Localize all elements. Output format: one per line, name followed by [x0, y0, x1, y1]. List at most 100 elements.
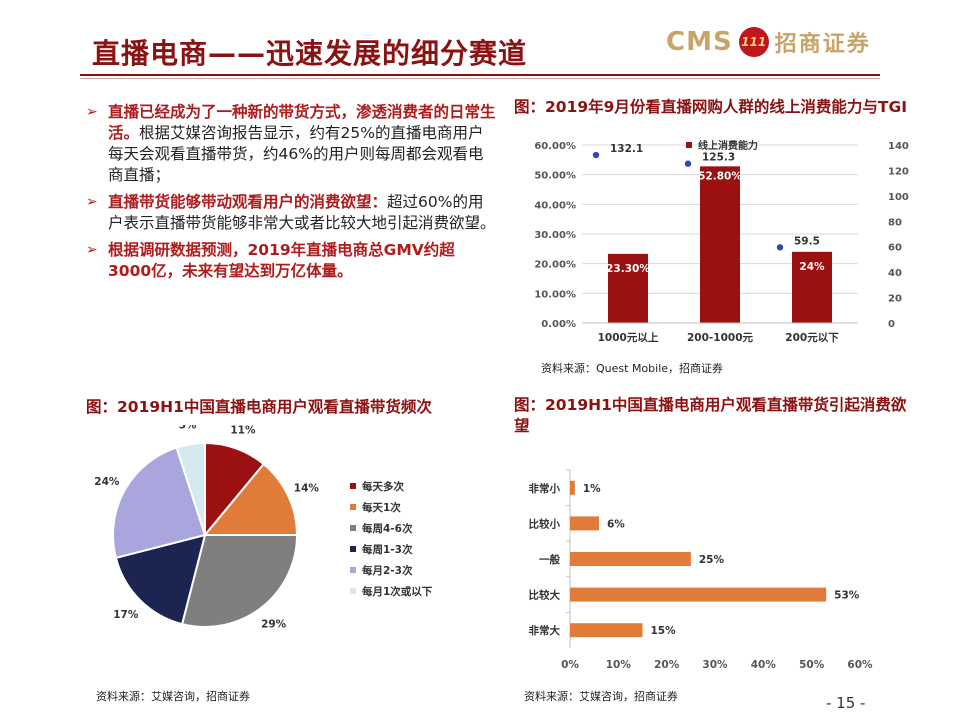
arrow-bullet-icon: ➢ — [86, 194, 98, 210]
legend-label: 每月1次或以下 — [362, 585, 433, 598]
y2-tick-label: 60 — [888, 243, 902, 254]
bar-data-label: 23.30% — [606, 263, 650, 275]
legend-swatch — [686, 142, 692, 148]
y-tick-label: 10.00% — [534, 289, 576, 300]
combo-chart: 0.00% 10.00% 20.00% 30.00% 40.00% 50.00% 60.00… — [534, 139, 909, 344]
legend-label: 每天多次 — [362, 480, 404, 493]
title-divider-thin — [80, 78, 880, 79]
legend-swatch — [350, 546, 356, 552]
legend-swatch — [350, 588, 356, 594]
x-tick-label: 200-1000元 — [687, 332, 753, 344]
bullet-text: 超过60%的用户表示直播带货能够非常大或者比较大地引起消费欲望。 — [108, 193, 496, 232]
pie-slice — [180, 534, 299, 628]
y-tick-label: 20.00% — [534, 260, 576, 271]
x-tick-label: 30% — [702, 659, 728, 671]
page-title: 直播电商——迅速发展的细分赛道 — [92, 37, 528, 70]
y-tick-label: 非常大 — [529, 624, 561, 637]
bar — [570, 516, 599, 531]
bar-data-label: 15% — [651, 625, 677, 637]
hbar-chart: 0% 10% 20% 30% 40% 50% 60% 非常小 1% 比较小 6% 一般 25% 比较大 53… — [529, 469, 873, 671]
bar — [570, 480, 575, 495]
y2-tick-label: 0 — [888, 319, 895, 330]
hbar-chart-title: 图：2019H1中国直播电商用户观看直播带货引起消费欲望 — [514, 396, 907, 435]
page-number: - 15 - — [826, 694, 866, 712]
y-tick-label: 比较大 — [529, 589, 561, 602]
y2-tick-label: 120 — [888, 166, 909, 177]
pie-data-label: 24% — [94, 476, 120, 488]
legend-swatch — [350, 525, 356, 531]
y2-tick-label: 20 — [888, 294, 902, 305]
legend-label: 每周4-6次 — [362, 522, 413, 535]
legend-label: 线上消费能力 — [698, 139, 758, 152]
x-tick-label: 40% — [751, 659, 777, 671]
bullet-list: ➢ 直播已经成为了一种新的带货方式，渗透消费者的日常生活。根据艾媒咨询报告显示，… — [86, 102, 496, 288]
logo-mark-icon: 111 — [738, 27, 769, 57]
pie-slice — [175, 441, 206, 536]
pie-data-label: 11% — [230, 425, 256, 437]
combo-source-note: 资料来源：Quest Mobile，招商证券 — [541, 362, 724, 375]
bullet-highlight: 根据调研数据预测，2019年直播电商总GMV约超3000亿，未来有望达到万亿体量… — [108, 241, 455, 280]
bullet-highlight: 直播已经成为了一种新的带货方式，渗透消费者的日常生活。 — [108, 103, 496, 142]
bullet-text: 根据艾媒咨询报告显示，约有25%的直播电商用户每天会观看直播带货，约46%的用户… — [108, 124, 484, 184]
x-tick-label: 200元以下 — [785, 332, 839, 344]
legend-label: 每周1-3次 — [362, 543, 413, 556]
legend-swatch — [350, 504, 356, 510]
y2-tick-label: 80 — [888, 217, 902, 228]
x-tick-label: 20% — [654, 659, 680, 671]
pie-data-label: 17% — [113, 609, 139, 621]
y-tick-label: 一般 — [539, 553, 560, 566]
bullet-item: ➢ 直播带货能够带动观看用户的消费欲望：超过60%的用户表示直播带货能够非常大或… — [86, 192, 496, 234]
tgi-point — [684, 160, 692, 167]
y-tick-label: 非常小 — [529, 482, 561, 495]
x-tick-label: 50% — [799, 659, 825, 671]
x-tick-label: 1000元以上 — [598, 331, 659, 344]
logo-chinese-text: 招商证券 — [774, 32, 871, 57]
pie-data-label: 5% — [179, 425, 197, 431]
logo-latin-text: CMS — [666, 27, 733, 57]
y-tick-label: 50.00% — [534, 171, 576, 182]
pie-chart: 11% 14% 29% 17% 24% 5% 每天多次每天1次每周4-6次每周1-3次每月2… — [94, 425, 433, 630]
company-logo: CMS 111 招商证券 — [666, 26, 871, 58]
bar — [570, 623, 643, 638]
bullet-item: ➢ 根据调研数据预测，2019年直播电商总GMV约超3000亿，未来有望达到万亿… — [86, 240, 496, 282]
bar-data-label: 6% — [607, 518, 625, 530]
arrow-bullet-icon: ➢ — [86, 104, 98, 120]
bullet-item: ➢ 直播已经成为了一种新的带货方式，渗透消费者的日常生活。根据艾媒咨询报告显示，… — [86, 102, 496, 186]
pie-slice — [202, 462, 299, 536]
y2-tick-label: 140 — [888, 141, 909, 152]
legend-label: 每天1次 — [362, 501, 401, 514]
pie-source-note: 资料来源：艾媒咨询，招商证券 — [96, 690, 250, 703]
title-divider — [80, 74, 880, 76]
x-tick-label: 10% — [606, 659, 632, 671]
tgi-point — [592, 151, 600, 159]
legend-label: 每月2-3次 — [362, 564, 413, 577]
y-tick-label: 0.00% — [541, 319, 576, 330]
bar — [792, 251, 832, 323]
pie-data-label: 14% — [294, 482, 320, 494]
bar — [608, 253, 648, 323]
legend-swatch — [350, 567, 356, 573]
bar-data-label: 52.80% — [698, 170, 742, 182]
y-tick-label: 60.00% — [534, 141, 576, 152]
y2-tick-label: 100 — [888, 192, 909, 203]
tgi-data-label: 132.1 — [610, 143, 643, 155]
legend-swatch — [350, 483, 356, 489]
x-tick-label: 0% — [561, 659, 579, 671]
bar-data-label: 25% — [699, 554, 725, 566]
bar — [570, 587, 827, 602]
bullet-highlight: 直播带货能够带动观看用户的消费欲望： — [108, 193, 388, 211]
y-tick-label: 30.00% — [534, 230, 576, 241]
bar-data-label: 24% — [799, 261, 825, 273]
pie-slice — [114, 533, 207, 626]
hbar-source-note: 资料来源：艾媒咨询，招商证券 — [524, 690, 678, 703]
pie-slice — [112, 446, 207, 560]
pie-data-label: 29% — [261, 618, 287, 630]
tgi-point — [776, 244, 784, 251]
combo-chart-title: 图：2019年9月份看直播网购人群的线上消费能力与TGI — [514, 98, 907, 116]
x-tick-label: 60% — [847, 659, 873, 671]
bar-data-label: 53% — [834, 590, 860, 602]
bar — [570, 552, 691, 566]
tgi-data-label: 59.5 — [794, 235, 820, 247]
y-tick-label: 40.00% — [534, 200, 576, 211]
pie-chart-title: 图：2019H1中国直播电商用户观看直播带货频次 — [86, 398, 432, 416]
